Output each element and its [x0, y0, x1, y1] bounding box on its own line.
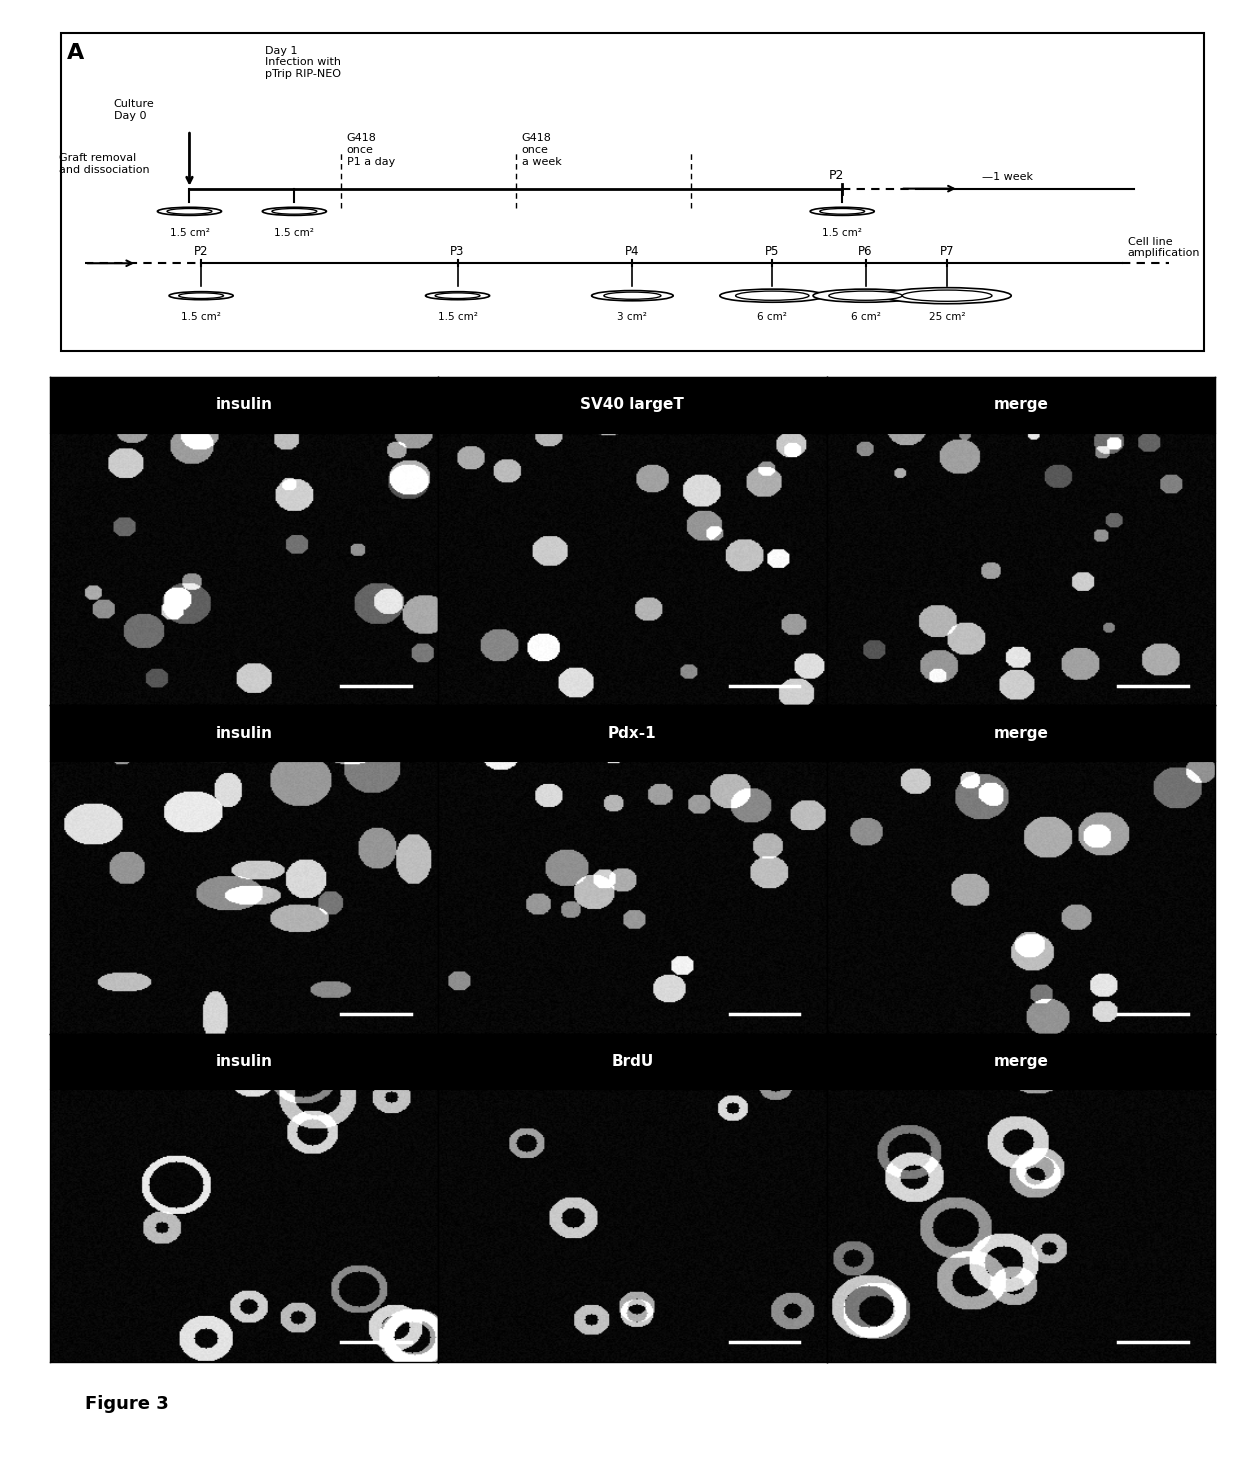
- Text: P7: P7: [940, 245, 955, 258]
- Text: Cell line
amplification: Cell line amplification: [1128, 237, 1200, 258]
- Text: 3 cm²: 3 cm²: [618, 312, 647, 322]
- Text: P2: P2: [193, 245, 208, 258]
- Ellipse shape: [169, 292, 233, 300]
- Ellipse shape: [883, 288, 1012, 304]
- Ellipse shape: [157, 208, 222, 215]
- Text: 1.5 cm²: 1.5 cm²: [274, 227, 314, 237]
- Ellipse shape: [735, 291, 808, 300]
- Ellipse shape: [813, 289, 918, 303]
- Text: 6 cm²: 6 cm²: [758, 312, 787, 322]
- Text: 1.5 cm²: 1.5 cm²: [822, 227, 862, 237]
- Text: 25 cm²: 25 cm²: [929, 312, 966, 322]
- Text: —1 week: —1 week: [982, 172, 1033, 183]
- Text: G418
once
a week: G418 once a week: [522, 134, 562, 166]
- Ellipse shape: [263, 208, 326, 215]
- Text: Day 1
Infection with
pTrip RIP-NEO: Day 1 Infection with pTrip RIP-NEO: [265, 46, 341, 79]
- Text: 1.5 cm²: 1.5 cm²: [438, 312, 477, 322]
- Ellipse shape: [167, 209, 212, 214]
- Ellipse shape: [604, 292, 661, 300]
- Ellipse shape: [179, 292, 223, 298]
- Ellipse shape: [828, 291, 903, 300]
- Text: 1.5 cm²: 1.5 cm²: [181, 312, 221, 322]
- Text: P5: P5: [765, 245, 780, 258]
- FancyBboxPatch shape: [50, 377, 1215, 1362]
- Ellipse shape: [903, 289, 992, 301]
- Text: P2: P2: [828, 169, 844, 183]
- Text: P4: P4: [625, 245, 640, 258]
- Ellipse shape: [720, 289, 825, 303]
- Text: Culture
Day 0: Culture Day 0: [114, 99, 155, 120]
- Text: Graft removal
and dissociation: Graft removal and dissociation: [60, 153, 150, 175]
- Text: P6: P6: [858, 245, 873, 258]
- Text: B: B: [61, 387, 78, 407]
- Text: P3: P3: [450, 245, 465, 258]
- Ellipse shape: [820, 209, 864, 214]
- Text: Figure 3: Figure 3: [84, 1395, 169, 1413]
- Ellipse shape: [810, 208, 874, 215]
- Ellipse shape: [591, 291, 673, 301]
- Text: A: A: [67, 43, 84, 62]
- Text: G418
once
P1 a day: G418 once P1 a day: [347, 134, 396, 166]
- FancyBboxPatch shape: [61, 33, 1204, 350]
- Ellipse shape: [435, 292, 480, 298]
- Ellipse shape: [272, 209, 316, 214]
- Text: 6 cm²: 6 cm²: [851, 312, 880, 322]
- Text: 1.5 cm²: 1.5 cm²: [170, 227, 210, 237]
- Ellipse shape: [425, 292, 490, 300]
